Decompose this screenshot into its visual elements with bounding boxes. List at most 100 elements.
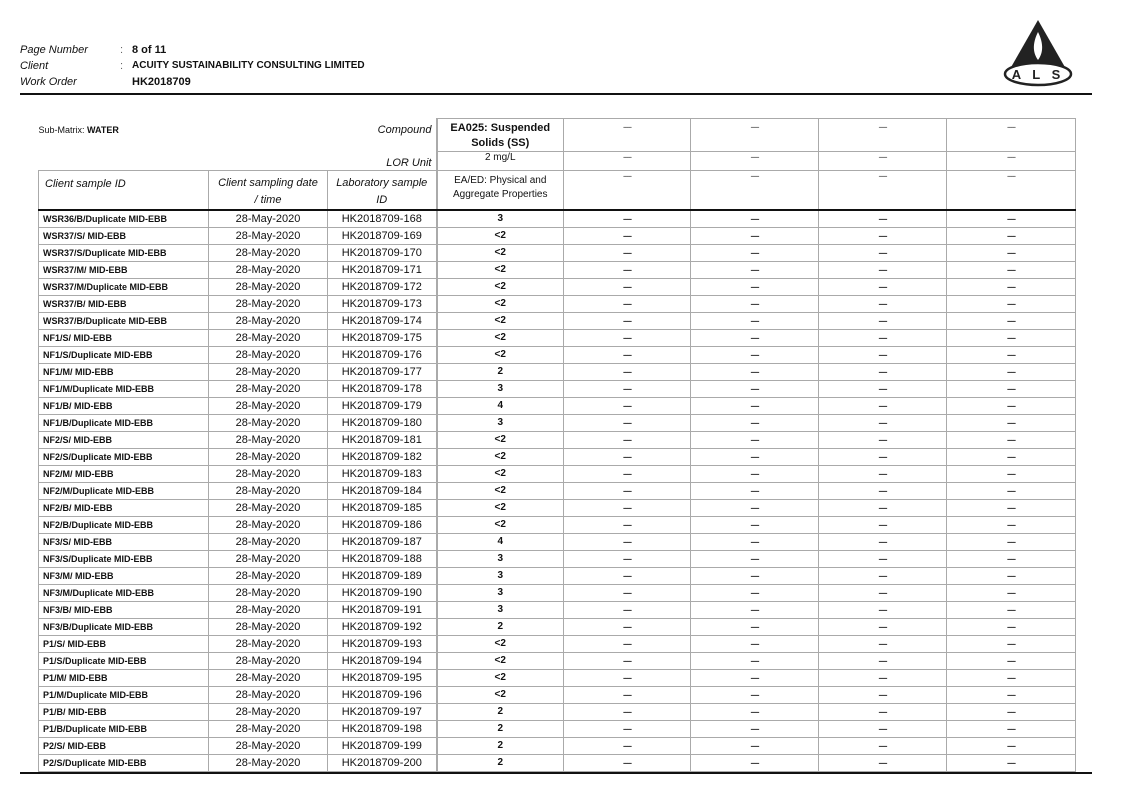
sampling-date: 28-May-2020 [208,635,328,653]
empty-cell: ---- [946,278,1076,296]
lab-sample-id: HK2018709-195 [327,669,437,687]
sample-id: WSR37/M/ MID-EBB [38,261,209,279]
sample-id: NF1/S/Duplicate MID-EBB [38,346,209,364]
empty-cell: ---- [563,652,691,670]
sampling-date: 28-May-2020 [208,431,328,449]
suspended-solids-result: <2 [435,686,564,704]
empty-cell: ---- [946,414,1076,432]
table-row: P1/B/ MID-EBB 28-May-2020 HK2018709-197 2 --… [38,703,1076,721]
empty-cell: ---- [563,618,691,636]
empty-cell: ---- [818,567,947,585]
sample-id: NF2/B/Duplicate MID-EBB [38,516,209,534]
lab-sample-id: HK2018709-169 [327,227,437,245]
sample-id: WSR36/B/Duplicate MID-EBB [38,209,209,228]
empty-cell: ---- [818,618,947,636]
lab-sample-id: HK2018709-192 [327,618,437,636]
empty-cell: ---- [690,414,819,432]
sample-id: NF3/M/ MID-EBB [38,567,209,585]
empty-cell: ---- [818,295,947,313]
work-order-label: Work Order [20,76,77,88]
table-row: NF1/M/ MID-EBB 28-May-2020 HK2018709-177 2-… [38,363,1076,381]
empty-cell: ---- [690,482,819,500]
empty-cell: ---- [818,465,947,483]
lab-sample-id: HK2018709-190 [327,584,437,602]
empty-cell: ---- [563,261,691,279]
empty-cell: ---- [946,170,1076,211]
sample-id: NF2/M/Duplicate MID-EBB [38,482,209,500]
empty-cell: ---- [818,686,947,704]
empty-cell: ---- [563,601,691,619]
empty-cell: ---- [946,754,1076,772]
empty-cell: ---- [946,652,1076,670]
suspended-solids-result: <2 [435,652,564,670]
empty-cell: ---- [946,703,1076,721]
table-row: WSR37/B/Duplicate MID-EBB 28-May-2020 HK20… [38,312,1076,330]
sampling-date: 28-May-2020 [208,295,328,313]
empty-cell: ---- [946,227,1076,245]
empty-cell: ---- [563,118,691,152]
empty-cell: ---- [946,118,1076,152]
empty-cell: ---- [818,363,947,381]
suspended-solids-result: 3 [435,209,564,228]
empty-cell: ---- [946,312,1076,330]
empty-cell: ---- [690,618,819,636]
separator: : [120,44,124,56]
lab-sample-id: HK2018709-170 [327,244,437,262]
empty-cell: ---- [946,151,1076,171]
empty-cell: ---- [818,516,947,534]
empty-cell: ---- [946,516,1076,534]
column-header-client-id: Client sample ID [38,170,209,211]
empty-cell: ---- [946,550,1076,568]
empty-cell: ---- [818,533,947,551]
sampling-date: 28-May-2020 [208,244,328,262]
lab-sample-id: HK2018709-171 [327,261,437,279]
lab-sample-id: HK2018709-182 [327,448,437,466]
lab-sample-id: HK2018709-196 [327,686,437,704]
sample-id: P1/M/Duplicate MID-EBB [38,686,209,704]
empty-cell: ---- [563,209,691,228]
sample-id: NF1/B/Duplicate MID-EBB [38,414,209,432]
sample-id: P1/B/Duplicate MID-EBB [38,720,209,738]
empty-cell: ---- [818,346,947,364]
lab-sample-id: HK2018709-199 [327,737,437,755]
empty-cell: ---- [946,261,1076,279]
suspended-solids-result: 3 [435,567,564,585]
empty-cell: ---- [563,312,691,330]
empty-cell: ---- [818,170,947,211]
lor-value: 2 mg/L [435,151,564,171]
lab-sample-id: HK2018709-198 [327,720,437,738]
empty-cell: ---- [818,244,947,262]
empty-cell: ---- [563,567,691,585]
empty-cell: ---- [690,346,819,364]
empty-cell: ---- [818,737,947,755]
empty-cell: ---- [690,295,819,313]
lab-sample-id: HK2018709-189 [327,567,437,585]
sample-id: P2/S/ MID-EBB [38,737,209,755]
sample-id: WSR37/B/ MID-EBB [38,295,209,313]
table-row: NF2/B/ MID-EBB 28-May-2020 HK2018709-185 <2… [38,499,1076,517]
empty-cell: ---- [946,295,1076,313]
empty-cell: ---- [563,431,691,449]
empty-cell: ---- [563,533,691,551]
table-row: NF1/S/ MID-EBB 28-May-2020 HK2018709-175 <2… [38,329,1076,347]
table-row: P1/B/Duplicate MID-EBB 28-May-2020 HK20187… [38,720,1076,738]
suspended-solids-result: <2 [435,261,564,279]
suspended-solids-result: <2 [435,346,564,364]
empty-cell: ---- [690,118,819,152]
suspended-solids-result: <2 [435,431,564,449]
sample-id: P1/S/Duplicate MID-EBB [38,652,209,670]
client-label: Client [20,60,49,72]
sampling-date: 28-May-2020 [208,516,328,534]
empty-cell: ---- [946,244,1076,262]
sampling-date: 28-May-2020 [208,363,328,381]
footer-divider [20,772,1092,774]
sampling-date: 28-May-2020 [208,533,328,551]
empty-cell: ---- [818,482,947,500]
empty-cell: ---- [563,244,691,262]
sample-id: P2/S/Duplicate MID-EBB [38,754,209,772]
empty-cell: ---- [946,669,1076,687]
empty-cell: ---- [690,754,819,772]
sample-id: WSR37/B/Duplicate MID-EBB [38,312,209,330]
sampling-date: 28-May-2020 [208,618,328,636]
suspended-solids-result: <2 [435,516,564,534]
